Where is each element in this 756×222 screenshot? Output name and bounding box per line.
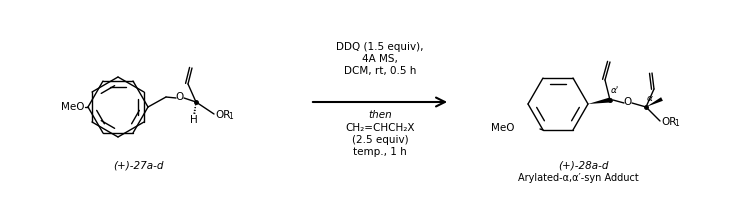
Text: OR: OR <box>661 117 677 127</box>
Text: MeO: MeO <box>60 102 84 112</box>
Polygon shape <box>646 97 663 107</box>
Text: α: α <box>647 94 653 103</box>
Text: 1: 1 <box>228 112 233 121</box>
Text: 1: 1 <box>674 119 679 128</box>
Text: (+)-27a-d: (+)-27a-d <box>113 160 163 170</box>
Text: CH₂=CHCH₂X: CH₂=CHCH₂X <box>345 123 415 133</box>
Text: Arylated-α,α′-syn Adduct: Arylated-α,α′-syn Adduct <box>518 173 638 183</box>
Text: O: O <box>176 92 184 102</box>
Text: (2.5 equiv): (2.5 equiv) <box>352 135 408 145</box>
Text: OR: OR <box>215 110 231 120</box>
Text: (+)-28a-d: (+)-28a-d <box>558 160 609 170</box>
Text: H: H <box>190 115 198 125</box>
Text: O: O <box>624 97 632 107</box>
Text: DCM, rt, 0.5 h: DCM, rt, 0.5 h <box>344 66 417 76</box>
Text: then: then <box>368 110 392 120</box>
Text: temp., 1 h: temp., 1 h <box>353 147 407 157</box>
Text: α': α' <box>611 86 619 95</box>
Polygon shape <box>588 97 610 104</box>
Text: 4A MS,: 4A MS, <box>362 54 398 64</box>
Text: DDQ (1.5 equiv),: DDQ (1.5 equiv), <box>336 42 424 52</box>
Text: MeO: MeO <box>491 123 515 133</box>
